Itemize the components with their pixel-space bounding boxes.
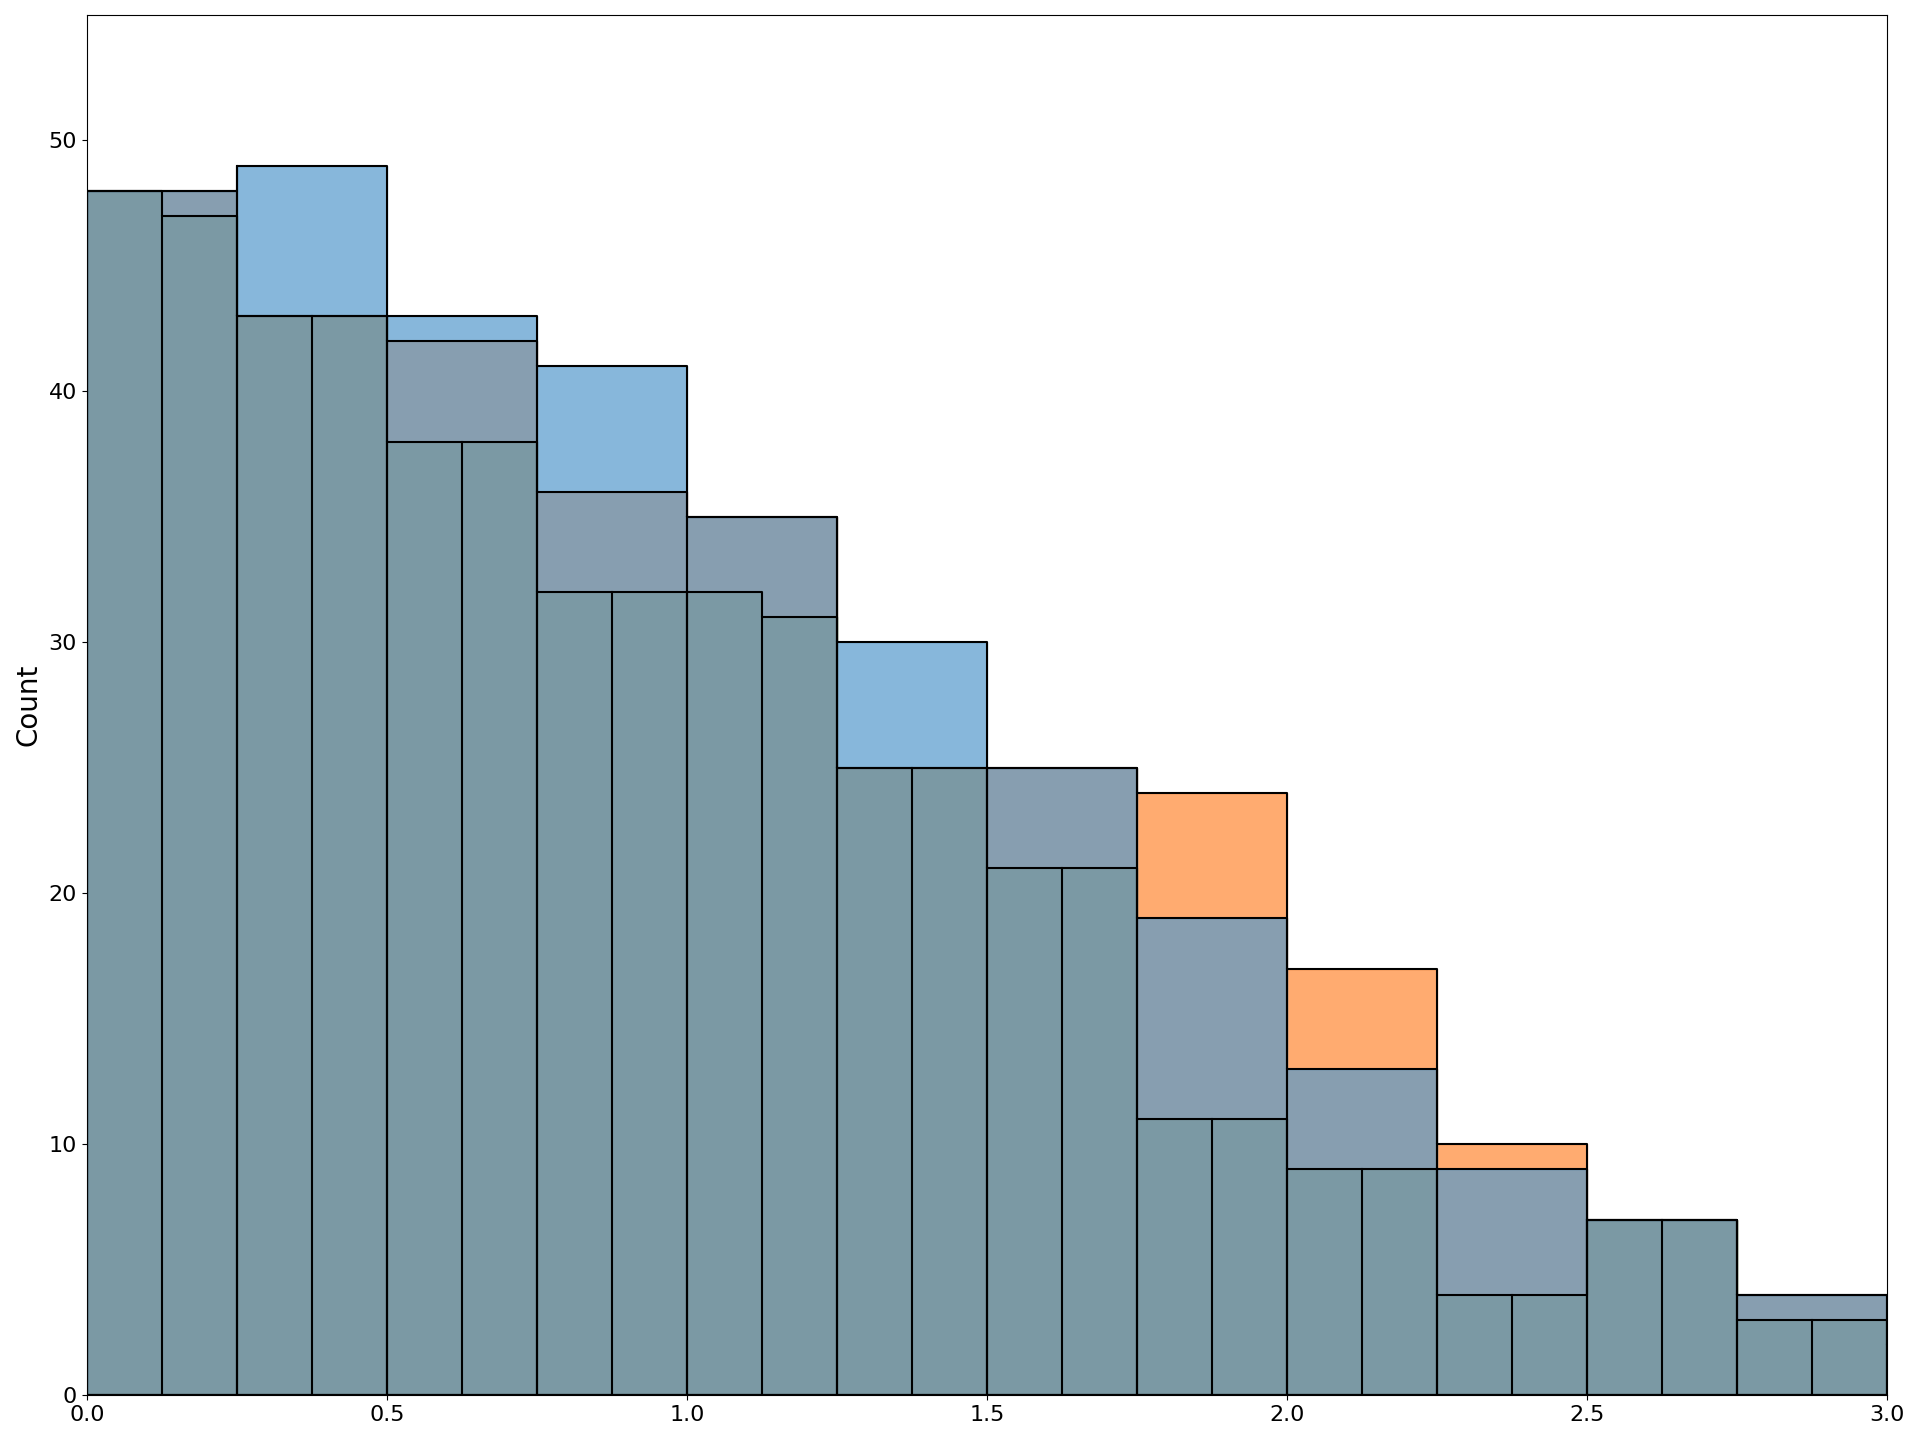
Polygon shape (86, 166, 1920, 1395)
Y-axis label: Count: Count (15, 664, 42, 746)
Polygon shape (86, 190, 1920, 1395)
Polygon shape (86, 190, 1920, 1395)
